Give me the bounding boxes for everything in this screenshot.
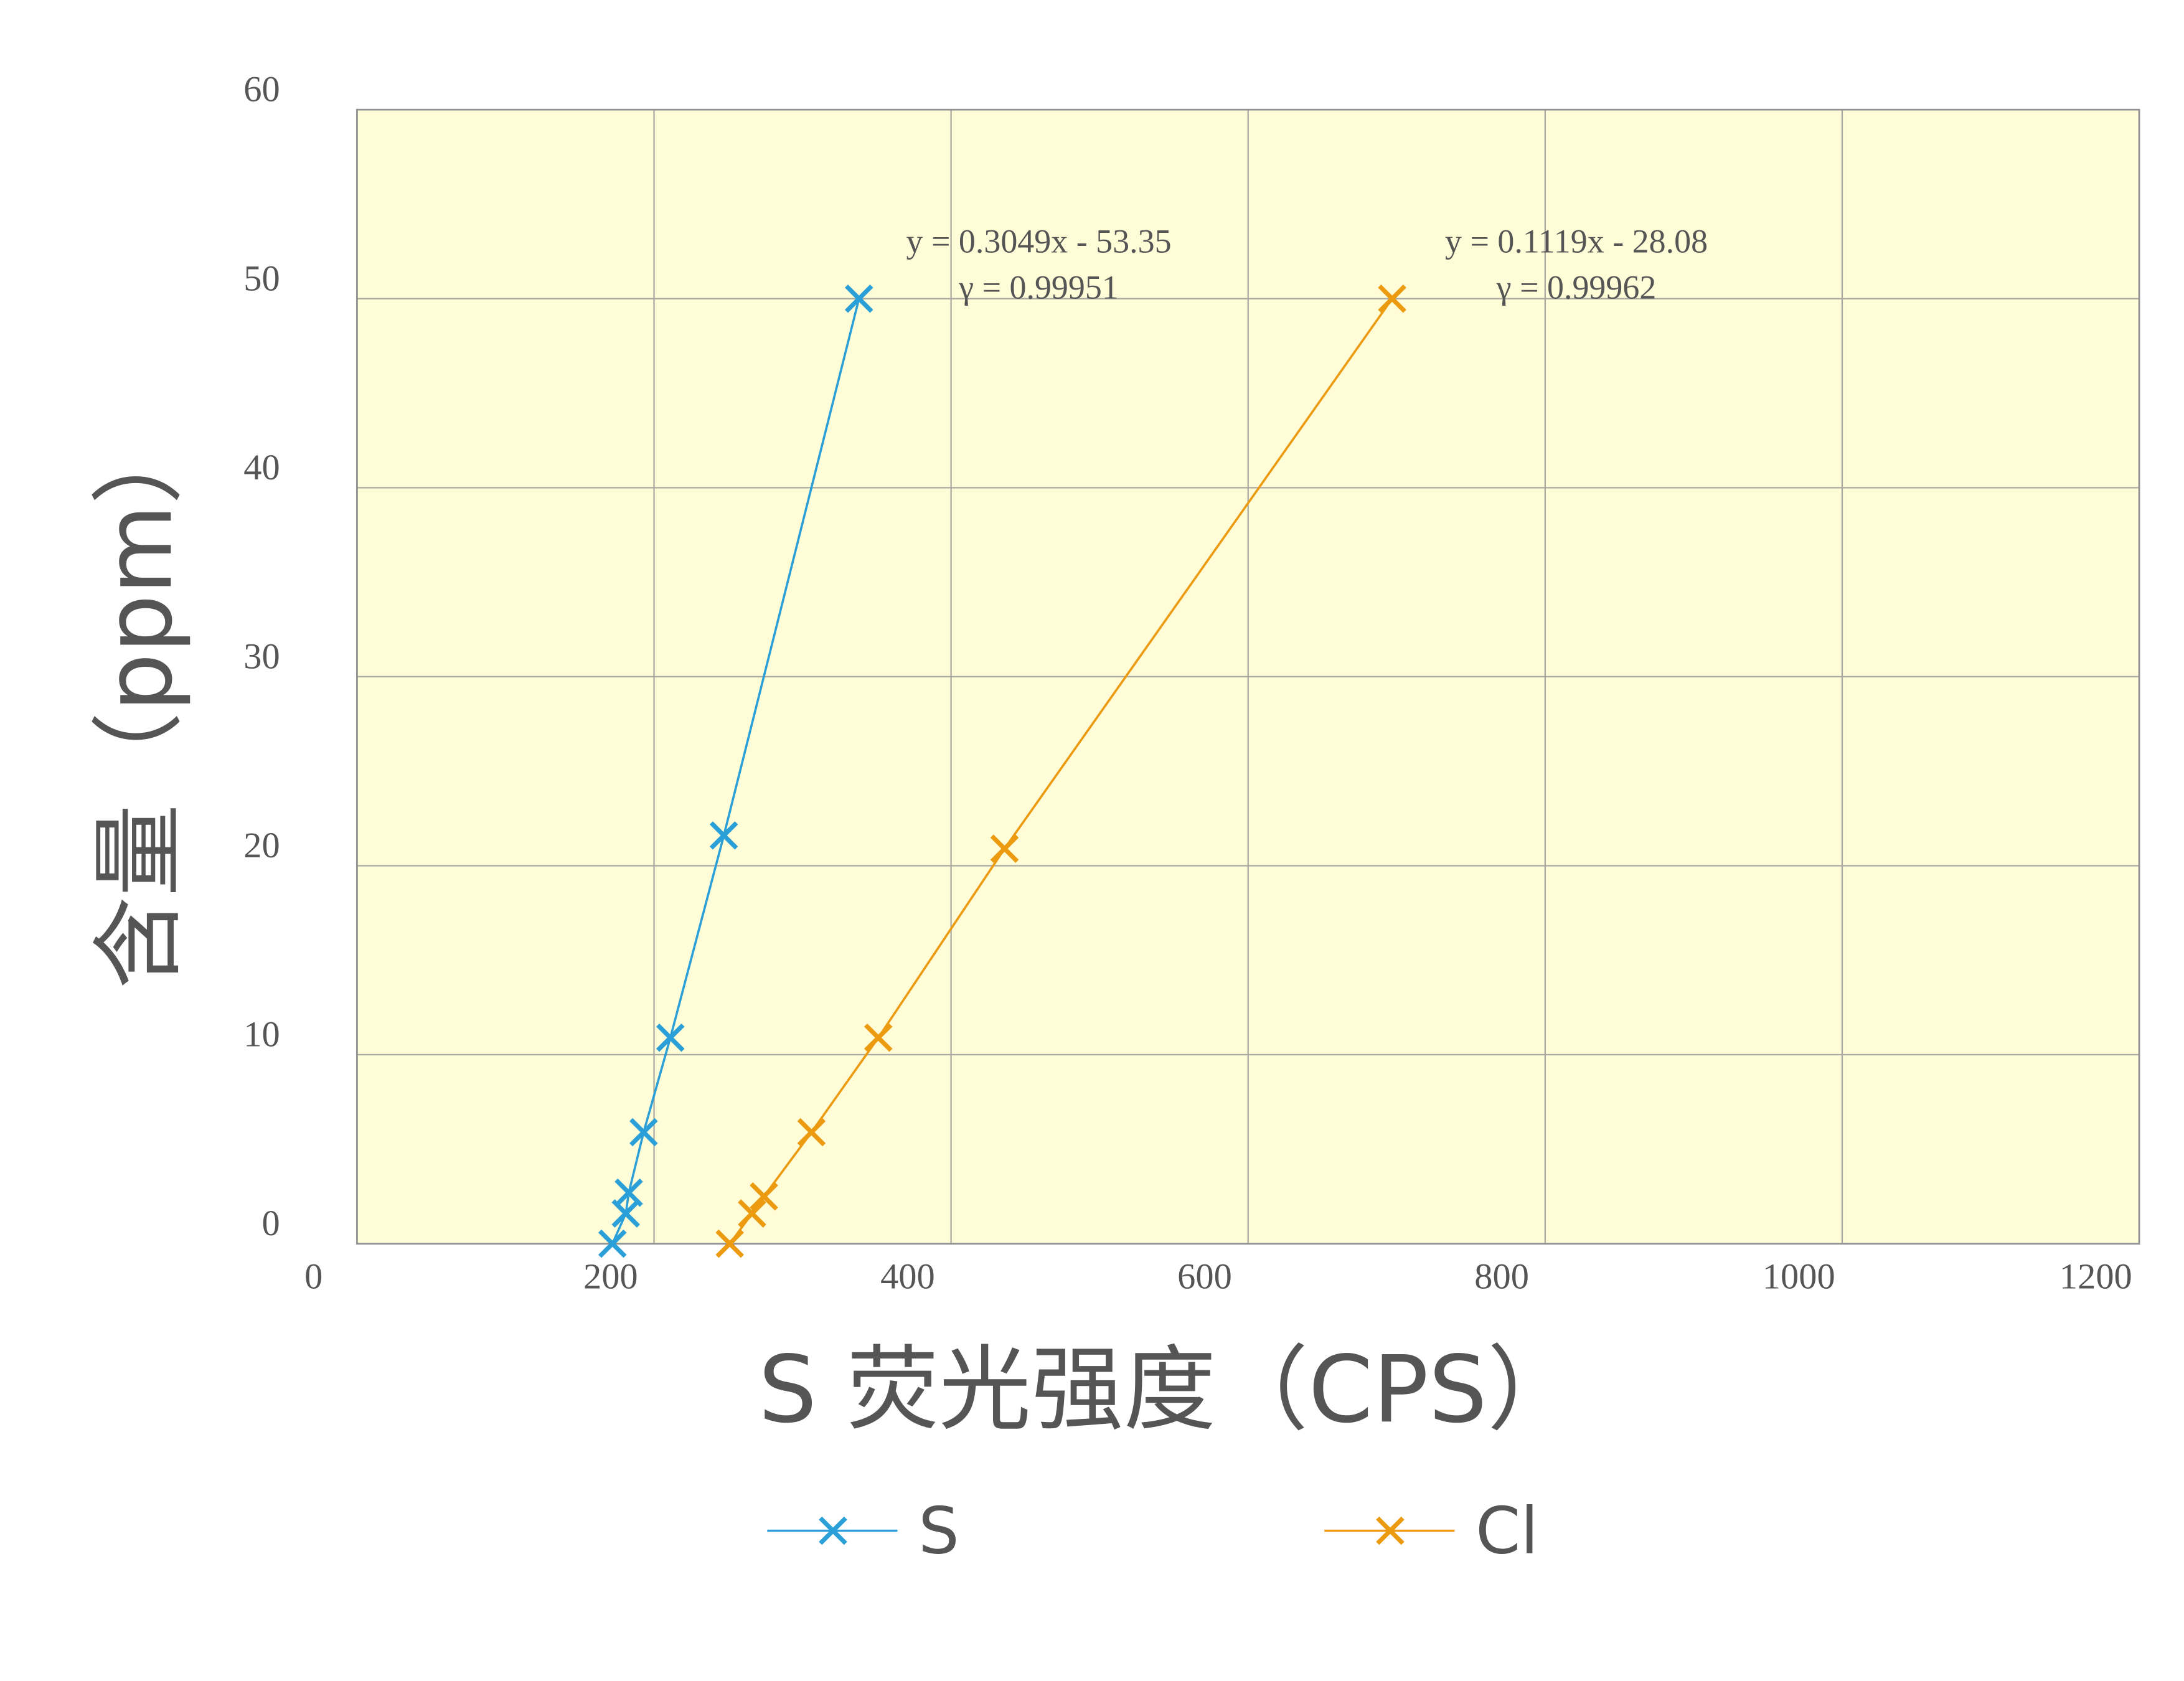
y-tick-label: 10 — [243, 1014, 280, 1055]
annotation-r: γ = 0.99951 — [958, 269, 1119, 306]
x-tick-label: 200 — [583, 1256, 638, 1297]
y-tick-label: 0 — [262, 1203, 280, 1243]
data-point — [656, 1023, 685, 1052]
x-tick-label: 600 — [1177, 1256, 1232, 1297]
x-tick-label: 1200 — [2059, 1256, 2132, 1297]
x-axis-title: S 荧光强度（CPS） — [758, 1336, 1579, 1444]
y-tick-label: 60 — [243, 69, 280, 110]
legend-label: S — [918, 1494, 959, 1569]
data-point — [715, 1229, 744, 1258]
legend-marker — [1376, 1516, 1405, 1545]
y-tick-label: 50 — [243, 258, 280, 298]
data-point — [1378, 284, 1406, 313]
y-tick-label: 30 — [243, 636, 280, 676]
plot-border — [356, 108, 2140, 1245]
data-point — [844, 284, 873, 313]
x-tick-label: 800 — [1474, 1256, 1529, 1297]
data-point — [750, 1182, 778, 1211]
x-tick-label: 0 — [304, 1256, 322, 1297]
data-point — [598, 1229, 627, 1258]
data-point — [629, 1118, 658, 1147]
data-point — [864, 1023, 893, 1052]
data-point — [990, 834, 1019, 863]
annotation-r: γ = 0.99962 — [1496, 269, 1657, 306]
data-point — [797, 1118, 826, 1147]
annotation-equation: y = 0.3049x - 53.35 — [906, 223, 1172, 260]
data-point — [709, 821, 738, 850]
data-point — [738, 1199, 766, 1228]
data-point — [614, 1178, 643, 1207]
x-tick-label: 400 — [880, 1256, 935, 1297]
legend-label: Cl — [1476, 1494, 1538, 1569]
y-tick-label: 20 — [243, 825, 280, 865]
annotation-equation: y = 0.1119x - 28.08 — [1445, 223, 1708, 260]
y-tick-label: 40 — [243, 447, 280, 487]
y-axis-title: 含量（ppm） — [85, 412, 193, 989]
x-tick-label: 1000 — [1763, 1256, 1835, 1297]
legend-marker — [819, 1516, 847, 1545]
